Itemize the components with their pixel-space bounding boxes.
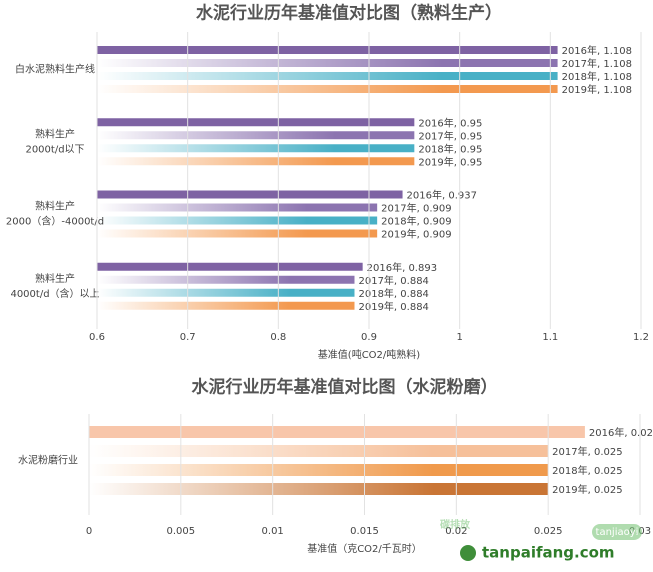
bar <box>97 59 558 67</box>
bar <box>97 190 403 199</box>
data-label: 2017年, 0.025 <box>552 445 622 458</box>
category-label: 2000（含）-4000t/d <box>6 215 104 228</box>
data-label: 2019年, 0.95 <box>418 155 482 168</box>
category-label: 2000t/d以下 <box>25 144 84 155</box>
bar <box>89 426 585 438</box>
chart-title: 水泥行业历年基准值对比图（熟料生产） <box>196 3 502 24</box>
bar <box>97 262 363 271</box>
data-label: 2017年, 0.884 <box>358 274 428 287</box>
data-label: 2018年, 0.025 <box>552 464 622 477</box>
bar <box>97 288 355 297</box>
category-label: 熟料生产 <box>35 272 75 285</box>
x-tick-label: 1.1 <box>542 332 558 343</box>
bar <box>97 118 415 127</box>
data-label: 2017年, 1.108 <box>562 57 632 70</box>
category-label: 水泥粉磨行业 <box>18 454 78 467</box>
bar <box>97 301 355 310</box>
chart-title: 水泥行业历年基准值对比图（水泥粉磨） <box>192 377 498 398</box>
bar <box>97 85 558 93</box>
bar <box>97 131 415 140</box>
data-label: 2018年, 0.909 <box>381 215 451 228</box>
x-tick-label: 0.025 <box>534 526 563 537</box>
x-tick-label: 0.7 <box>180 332 196 343</box>
data-label: 2016年, 0.937 <box>407 189 477 202</box>
data-label: 2019年, 1.108 <box>562 83 632 96</box>
bar <box>97 275 355 284</box>
data-label: 2017年, 0.909 <box>381 202 451 215</box>
watermark-logo: 碳排放 <box>440 518 471 531</box>
x-tick-label: 0.005 <box>167 526 196 537</box>
bar <box>97 144 415 153</box>
data-label: 2018年, 0.884 <box>358 287 428 300</box>
category-label: 熟料生产 <box>35 127 75 140</box>
bar <box>97 229 378 238</box>
bar <box>97 72 558 80</box>
bar <box>97 46 558 54</box>
bar <box>89 445 549 457</box>
category-label: 熟料生产 <box>35 200 75 213</box>
data-label: 2016年, 0.893 <box>367 261 437 274</box>
watermark-site: tanpaifang.com <box>482 544 615 562</box>
x-tick-label: 0.6 <box>89 332 105 343</box>
x-tick-label: 0.8 <box>270 332 286 343</box>
category-label: 白水泥熟料生产线 <box>15 63 95 76</box>
bar <box>89 464 549 476</box>
category-label: 4000t/d（含）以上 <box>10 287 99 300</box>
watermark-tag: tanjiaoyi <box>596 527 639 538</box>
x-tick-label: 0 <box>86 526 92 537</box>
data-label: 2019年, 0.909 <box>381 228 451 241</box>
x-tick-label: 0.01 <box>262 526 284 537</box>
data-label: 2018年, 0.95 <box>418 142 482 155</box>
data-label: 2018年, 1.108 <box>562 70 632 83</box>
x-tick-label: 1.2 <box>633 332 649 343</box>
data-label: 2016年, 0.95 <box>418 116 482 129</box>
x-tick-label: 1 <box>456 332 462 343</box>
x-tick-label: 0.015 <box>350 526 379 537</box>
data-label: 2017年, 0.95 <box>418 129 482 142</box>
data-label: 2019年, 0.025 <box>552 483 622 496</box>
x-tick-label: 0.02 <box>445 526 467 537</box>
x-tick-label: 0.9 <box>361 332 377 343</box>
x-axis-label: 基准值（克CO2/千瓦时） <box>307 542 422 555</box>
x-axis-label: 基准值(吨CO2/吨熟料) <box>318 348 420 361</box>
data-label: 2016年, 0.027 <box>589 426 653 439</box>
watermark-tag-bg <box>592 524 642 540</box>
data-label: 2019年, 0.884 <box>358 300 428 313</box>
bar <box>97 203 378 212</box>
watermark-icon <box>460 545 476 561</box>
bar <box>97 216 378 225</box>
data-label: 2016年, 1.108 <box>562 44 632 57</box>
bar <box>97 157 415 166</box>
bar <box>89 483 549 495</box>
